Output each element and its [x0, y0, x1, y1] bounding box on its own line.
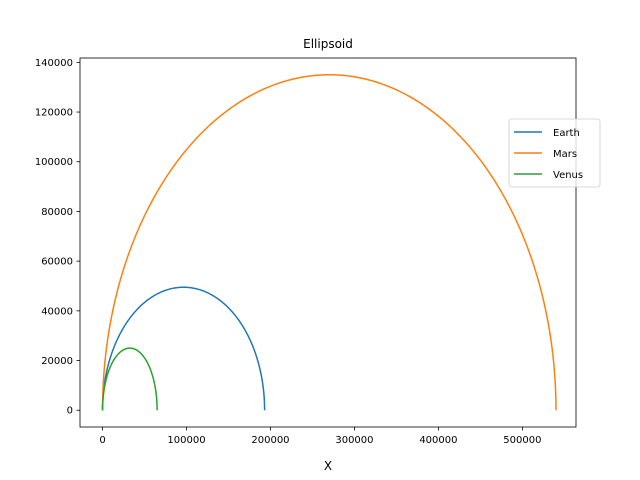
y-tick-label: 120000	[35, 108, 73, 119]
y-tick-label: 100000	[35, 157, 73, 168]
x-tick-label: 500000	[503, 435, 541, 446]
plot-frame	[79, 57, 577, 428]
chart-title: Ellipsoid	[303, 37, 353, 51]
legend-box	[508, 118, 601, 188]
x-tick-label: 300000	[335, 435, 373, 446]
y-tick-label: 60000	[41, 257, 73, 268]
legend-label-venus: Venus	[553, 170, 583, 181]
y-tick-label: 80000	[41, 207, 73, 218]
y-axis-ticks: 0 20000 40000 60000 80000 100000 120000 140000	[35, 58, 80, 417]
y-tick-label: 140000	[35, 58, 73, 69]
x-axis-ticks: 0 100000 200000 300000 400000 500000	[99, 427, 541, 446]
series-layer	[101, 74, 557, 411]
x-tick-label: 100000	[167, 435, 205, 446]
legend-label-earth: Earth	[553, 128, 580, 139]
x-tick-label: 0	[99, 435, 105, 446]
x-tick-label: 400000	[419, 435, 457, 446]
legend: Earth Mars Venus	[508, 118, 601, 188]
series-line-mars	[101, 74, 557, 411]
series-line-earth	[101, 286, 266, 411]
y-tick-label: 0	[67, 406, 73, 417]
y-tick-label: 20000	[41, 356, 73, 367]
y-tick-label: 40000	[41, 306, 73, 317]
x-axis-label: X	[324, 459, 332, 473]
series-line-venus	[101, 347, 158, 411]
x-tick-label: 200000	[251, 435, 289, 446]
legend-label-mars: Mars	[553, 149, 577, 160]
